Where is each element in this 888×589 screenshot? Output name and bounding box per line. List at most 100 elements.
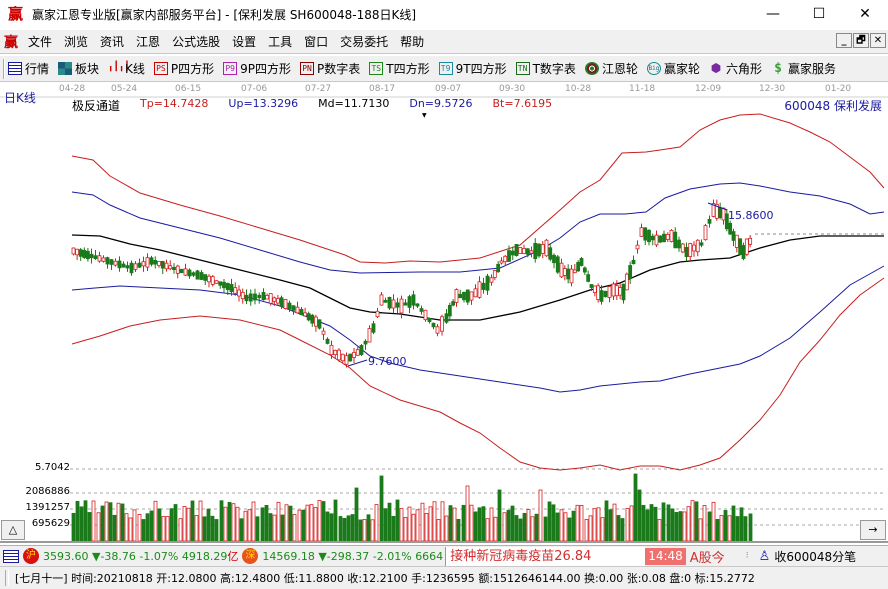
pn-icon: PN bbox=[300, 62, 315, 75]
toolbar-sectors-button[interactable]: 板块 bbox=[58, 60, 99, 77]
toolbar-kline-button[interactable]: ╻┃╻┃ K线 bbox=[108, 62, 145, 76]
sz-index-pct: -2.01% bbox=[372, 549, 412, 563]
toolbar-p-number-button[interactable]: PN P数字表 bbox=[300, 60, 360, 77]
hexagon-icon: ⬢ bbox=[710, 61, 722, 75]
shanghai-badge-icon: 沪 bbox=[23, 548, 39, 564]
date-tick: 06-15 bbox=[175, 84, 202, 94]
sz-index-change: ▼-298.37 bbox=[318, 549, 370, 563]
toolbar-hexagon-button[interactable]: ⬢ 六角形 bbox=[710, 61, 762, 77]
high-price-label: 15.8600 bbox=[728, 209, 774, 222]
volume-axis-label: 695629 bbox=[31, 518, 70, 529]
chart-area[interactable]: 15.8600 9.7600 ▼ 04-28 05-24 06-15 07-06 07-27… bbox=[0, 83, 888, 545]
menu-bar: 赢 文件 浏览 资讯 江恩 公式选股 设置 工具 窗口 交易委托 帮助 _ 🗗 … bbox=[0, 30, 888, 54]
clock: 14:48 bbox=[645, 547, 686, 565]
toolbar-p-square-button[interactable]: PS P四方形 bbox=[153, 60, 214, 77]
quote-low: 低:11.8800 bbox=[283, 572, 344, 585]
toolbar-gann-wheel-button[interactable]: 江恩轮 bbox=[584, 60, 638, 77]
date-tick: 12-09 bbox=[695, 84, 722, 94]
toolbar-9p-square-button[interactable]: P9 9P四方形 bbox=[223, 60, 291, 77]
kline-chart[interactable]: 15.8600 9.7600 ▼ bbox=[0, 83, 888, 545]
menu-browse[interactable]: 浏览 bbox=[64, 35, 89, 49]
dollar-icon: $ bbox=[774, 61, 782, 76]
low-price-label: 9.7600 bbox=[368, 355, 407, 368]
news-ticker[interactable]: 接种新冠病毒疫苗26.84 bbox=[445, 546, 646, 566]
toolbar-t-number-button[interactable]: TN T数字表 bbox=[515, 60, 576, 77]
menu-window[interactable]: 窗口 bbox=[304, 35, 329, 49]
quote-hands: 手:1236595 bbox=[411, 572, 475, 585]
grid-icon bbox=[8, 62, 22, 75]
index-status-bar: 沪 3593.60 ▼-38.76 -1.07% 4918.29 亿 深 145… bbox=[0, 545, 888, 566]
status-grip bbox=[5, 570, 9, 586]
tn-icon: TN bbox=[515, 62, 530, 75]
date-tick: 07-06 bbox=[241, 84, 268, 94]
indicator-tp: Tp=14.7428 bbox=[140, 97, 209, 110]
scroll-right-button[interactable]: → bbox=[860, 520, 886, 540]
quote-rise: 张:0.08 bbox=[626, 572, 666, 585]
amount-unit: 亿 bbox=[227, 550, 239, 563]
blocks-icon bbox=[58, 62, 73, 75]
date-tick: 01-20 bbox=[825, 84, 852, 94]
toolbar-t-square-button[interactable]: TS T四方形 bbox=[369, 60, 430, 77]
t9-icon: T9 bbox=[438, 62, 453, 75]
indicator-md: Md=11.7130 bbox=[318, 97, 390, 110]
tick-data-label[interactable]: 收600048分笔 bbox=[774, 549, 857, 564]
mdi-restore-button[interactable]: 🗗 bbox=[853, 33, 869, 48]
indicator-dn: Dn=9.5726 bbox=[409, 97, 473, 110]
volume-axis-label: 5.7042 bbox=[35, 462, 70, 473]
indicator-up: Up=13.3296 bbox=[228, 97, 299, 110]
quote-amount: 额:1512646144.00 bbox=[478, 572, 581, 585]
minimize-button[interactable]: — bbox=[766, 6, 780, 22]
maximize-button[interactable]: ☐ bbox=[812, 6, 826, 22]
target-icon bbox=[584, 62, 599, 75]
lunar-date: [七月十一] bbox=[15, 572, 68, 585]
big-icon: Big bbox=[646, 62, 661, 75]
menu-info[interactable]: 资讯 bbox=[100, 35, 125, 49]
sh-index-pct: -1.07% bbox=[139, 549, 179, 563]
date-tick: 08-17 bbox=[369, 84, 396, 94]
toggle-indicator-button[interactable]: △ bbox=[1, 520, 25, 540]
date-tick: 09-30 bbox=[499, 84, 526, 94]
toolbar-grip[interactable] bbox=[3, 58, 5, 79]
volume-axis-label: 2086886 bbox=[25, 486, 70, 497]
mdi-minimize-button[interactable]: _ bbox=[836, 33, 852, 48]
menu-trade[interactable]: 交易委托 bbox=[340, 35, 389, 49]
mdi-close-button[interactable]: ✕ bbox=[870, 33, 886, 48]
sh-index-value: 3593.60 bbox=[43, 549, 89, 563]
quote-turnover: 换:0.00 bbox=[584, 572, 624, 585]
menu-tools[interactable]: 工具 bbox=[268, 35, 293, 49]
indicator-bt: Bt=7.6195 bbox=[492, 97, 553, 110]
quote-open: 开:12.0800 bbox=[156, 572, 217, 585]
toolbar-winner-wheel-button[interactable]: Big 赢家轮 bbox=[646, 62, 700, 76]
sz-index-amount: 6664.5 bbox=[415, 549, 444, 563]
date-tick: 10-28 bbox=[565, 84, 592, 94]
p9-icon: P9 bbox=[223, 62, 238, 75]
scrolling-ticker[interactable]: A股今 bbox=[689, 550, 725, 566]
menu-formula-screen[interactable]: 公式选股 bbox=[172, 35, 221, 49]
menu-help[interactable]: 帮助 bbox=[400, 35, 425, 49]
quote-high: 高:12.4800 bbox=[220, 572, 281, 585]
quote-time: 时间:20210818 bbox=[71, 572, 153, 585]
menu-gann[interactable]: 江恩 bbox=[136, 35, 161, 49]
ps-icon: PS bbox=[153, 62, 168, 75]
window-title: 赢家江恩专业版[赢家内部服务平台] - [保利发展 SH600048-188日K… bbox=[32, 7, 417, 22]
sh-index-change: ▼-38.76 bbox=[92, 549, 136, 563]
close-button[interactable]: ✕ bbox=[859, 6, 871, 22]
toolbar-9t-square-button[interactable]: T9 9T四方形 bbox=[438, 60, 507, 77]
menu-file[interactable]: 文件 bbox=[28, 35, 53, 49]
indicator-name[interactable]: 极反通道 bbox=[72, 99, 121, 113]
indicator-legend: 极反通道 Tp=14.7428 Up=13.3296 Md=11.7130 Dn… bbox=[72, 97, 572, 113]
period-label[interactable]: 日K线 bbox=[4, 91, 36, 105]
ticker-spinner[interactable]: ⁝ bbox=[745, 551, 749, 561]
menu-settings[interactable]: 设置 bbox=[232, 35, 257, 49]
sz-index-value: 14569.18 bbox=[262, 549, 315, 563]
toolbar-winner-service-button[interactable]: $ 赢家服务 bbox=[771, 60, 836, 77]
app-logo-icon: 赢 bbox=[8, 5, 24, 23]
app-menu-logo-icon[interactable]: 赢 bbox=[4, 34, 18, 51]
quote-pan: 盘:0 bbox=[669, 572, 692, 585]
toolbar-quotes-button[interactable]: 行情 bbox=[8, 60, 49, 77]
stock-label: 600048 保利发展 bbox=[784, 99, 882, 113]
date-tick: 09-07 bbox=[435, 84, 462, 94]
candlestick-icon: ╻┃╻┃ bbox=[108, 62, 130, 72]
quote-grid-icon[interactable] bbox=[3, 549, 19, 563]
date-tick: 05-24 bbox=[111, 84, 138, 94]
